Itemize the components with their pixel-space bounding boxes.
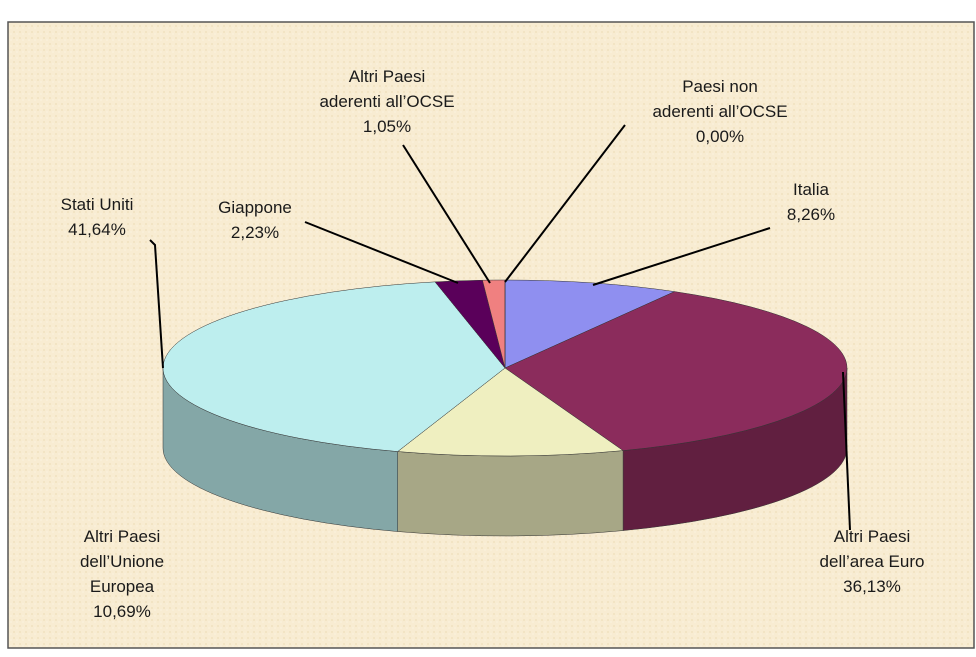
value-label: 2,23% [231,223,279,242]
slice-label: Altri Paesi dell’Unione Europea [80,527,164,596]
leader-line [842,371,851,531]
slice-label: Altri Paesi dell’area Euro [820,527,925,571]
value-label: 10,69% [93,602,151,621]
pie-slice [504,291,848,451]
leader-line [504,124,626,283]
label-line: Stati Uniti [61,195,134,214]
label-line: Paesi non [682,77,758,96]
value-label: 1,05% [363,117,411,136]
leader-line [304,221,459,284]
leader-line [592,227,771,286]
slice-label: Giappone [218,198,292,217]
label-line: Europea [90,577,155,596]
leader-line [149,239,164,369]
label-line: Altri Paesi [84,527,161,546]
pie-slice [397,367,624,457]
label-line: dell’area Euro [820,552,925,571]
value-label: 41,64% [68,220,126,239]
slice-label: Italia [793,180,829,199]
label-line: aderenti all’OCSE [319,92,454,111]
leader-line [402,144,491,284]
slice-label: Altri Paesi aderenti all’OCSE [319,67,454,111]
value-label: 36,13% [843,577,901,596]
label-line: aderenti all’OCSE [652,102,787,121]
pie-side [397,450,624,537]
label-line: Altri Paesi [349,67,426,86]
value-label: 0,00% [696,127,744,146]
slice-label: Stati Uniti [61,195,134,214]
slice-label: Paesi non aderenti all’OCSE [652,77,787,121]
label-line: dell’Unione [80,552,164,571]
label-line: Altri Paesi [834,527,911,546]
value-label: 8,26% [787,205,835,224]
label-line: Giappone [218,198,292,217]
pie-slice [504,279,676,369]
label-line: Italia [793,180,829,199]
